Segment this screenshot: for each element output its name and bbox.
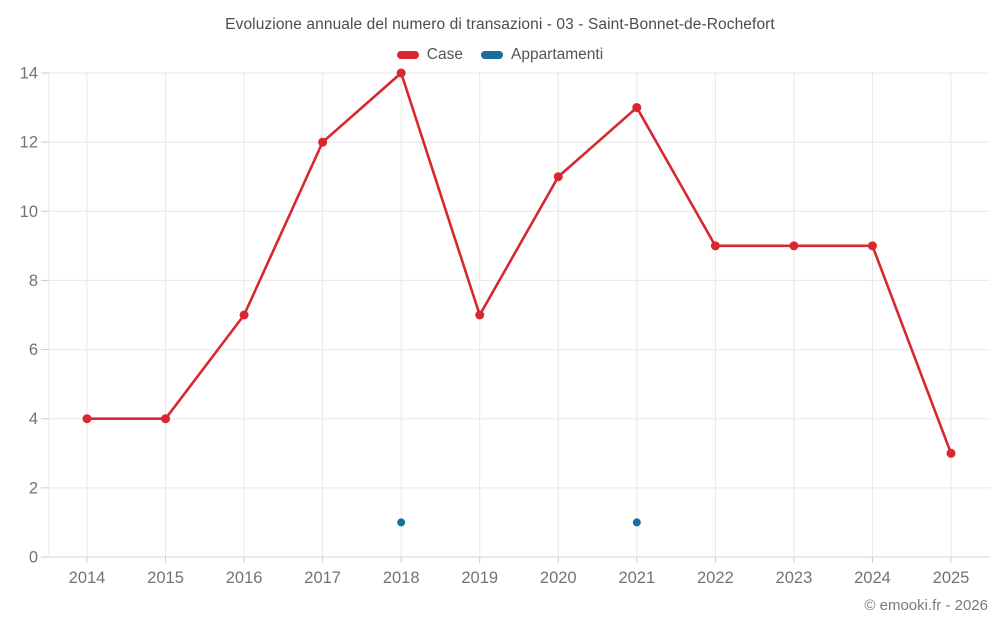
series-line-case	[85, 71, 953, 455]
x-axis-label: 2020	[540, 569, 577, 587]
y-axis-label: 6	[29, 341, 38, 359]
data-point-case[interactable]	[318, 137, 328, 147]
x-axis-label: 2019	[461, 569, 498, 587]
y-axis-label: 2	[29, 479, 38, 497]
x-axis-label: 2017	[304, 569, 341, 587]
legend-label-appartamenti: Appartamenti	[510, 46, 604, 63]
y-axis-label: 14	[20, 65, 38, 83]
x-axis-label: 2022	[697, 569, 734, 587]
data-point-appartamenti[interactable]	[397, 518, 406, 527]
data-point-case[interactable]	[710, 241, 720, 251]
data-point-case[interactable]	[553, 172, 563, 182]
x-axis-label: 2025	[933, 569, 970, 587]
data-point-case[interactable]	[789, 241, 799, 251]
data-point-case[interactable]	[82, 414, 92, 424]
x-axis-label: 2024	[854, 569, 891, 587]
x-axis-label: 2015	[147, 569, 184, 587]
legend-label-case: Case	[426, 46, 463, 63]
x-axis-label: 2014	[69, 569, 106, 587]
chart-title: Evoluzione annuale del numero di transaz…	[225, 16, 775, 33]
y-axis-label: 8	[29, 272, 38, 290]
y-axis-label: 4	[29, 410, 38, 428]
data-point-case[interactable]	[946, 448, 956, 458]
y-axis-label: 0	[29, 549, 38, 567]
legend-marker-appartamenti-icon	[480, 51, 503, 59]
data-point-case[interactable]	[475, 310, 485, 320]
legend-marker-case-icon	[396, 51, 419, 59]
y-axis-label: 12	[20, 134, 38, 152]
y-axis-label: 10	[20, 203, 38, 221]
x-axis-label: 2023	[776, 569, 813, 587]
x-axis-label: 2018	[383, 569, 420, 587]
legend: Case Appartamenti	[0, 46, 1000, 64]
legend-item-appartamenti[interactable]: Appartamenti	[480, 46, 604, 64]
data-point-appartamenti[interactable]	[632, 518, 641, 527]
x-axis-label: 2016	[226, 569, 263, 587]
data-point-case[interactable]	[161, 414, 171, 424]
data-point-case[interactable]	[396, 68, 406, 78]
x-axis-label: 2021	[618, 569, 655, 587]
data-point-case[interactable]	[239, 310, 249, 320]
legend-item-case[interactable]: Case	[396, 46, 463, 64]
copyright-text: © emooki.fr - 2026	[864, 597, 988, 614]
data-point-case[interactable]	[867, 241, 877, 251]
data-point-case[interactable]	[632, 103, 642, 113]
